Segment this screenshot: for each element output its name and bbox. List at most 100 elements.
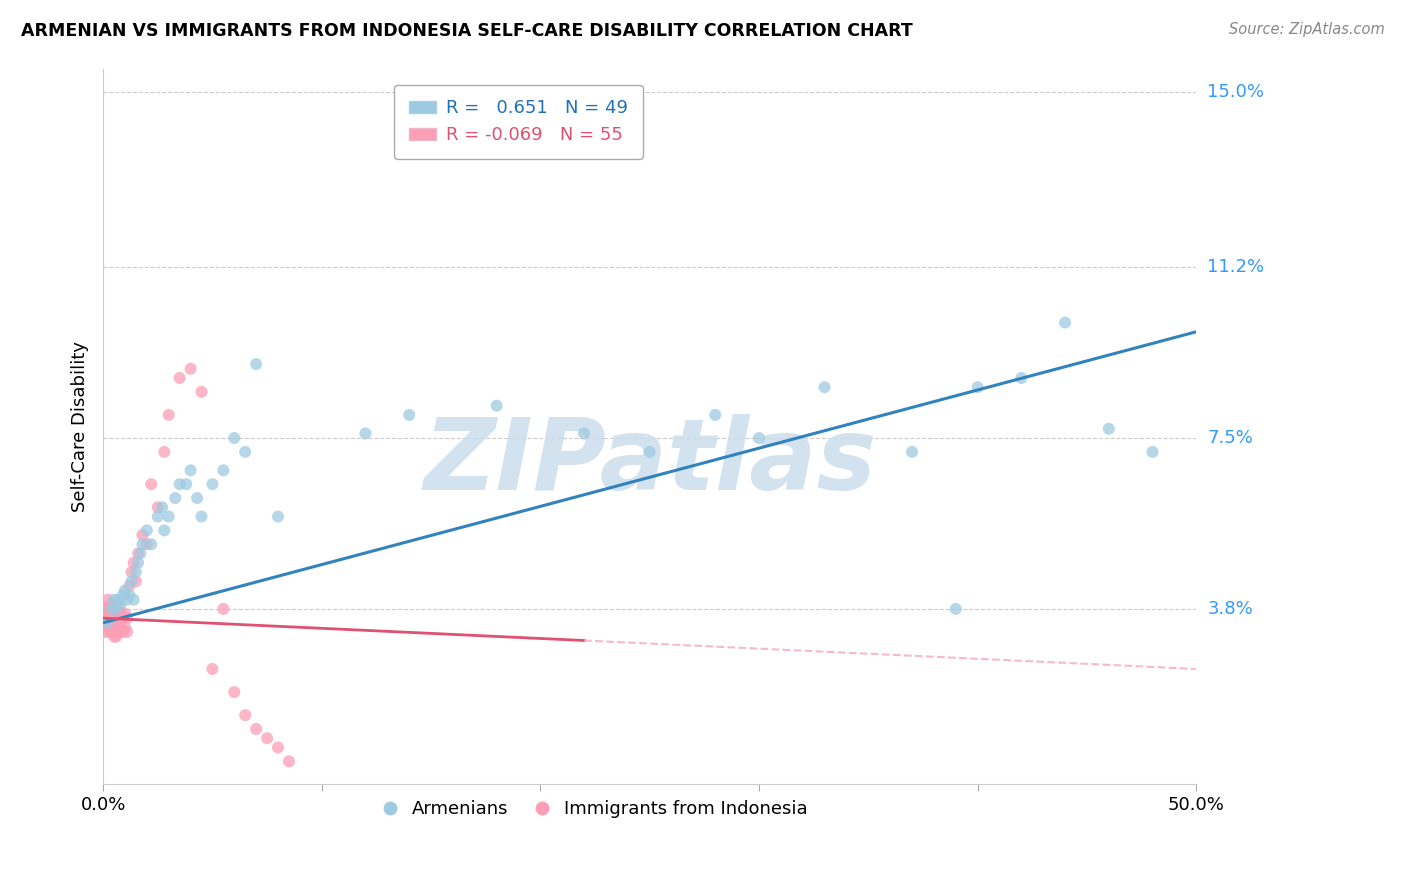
Point xyxy=(107,592,129,607)
Point xyxy=(98,625,121,640)
Point xyxy=(103,611,125,625)
Point xyxy=(115,592,138,607)
Point xyxy=(165,491,187,505)
Point xyxy=(1054,316,1077,330)
Point xyxy=(233,445,256,459)
Point xyxy=(169,477,191,491)
Point xyxy=(101,607,124,621)
Point xyxy=(813,380,835,394)
Point xyxy=(96,620,118,634)
Point xyxy=(115,625,138,640)
Point xyxy=(180,463,202,477)
Point xyxy=(1142,445,1164,459)
Point xyxy=(1098,422,1121,436)
Point xyxy=(101,615,124,630)
Point xyxy=(103,630,125,644)
Point xyxy=(110,620,132,634)
Point xyxy=(945,602,967,616)
Point xyxy=(186,491,208,505)
Point xyxy=(224,431,246,445)
Point xyxy=(201,477,224,491)
Point xyxy=(122,556,145,570)
Point xyxy=(118,588,141,602)
Point xyxy=(157,509,180,524)
Point xyxy=(267,509,290,524)
Point xyxy=(233,708,256,723)
Point xyxy=(131,537,153,551)
Point xyxy=(105,620,128,634)
Point xyxy=(110,607,132,621)
Point xyxy=(107,625,129,640)
Point xyxy=(129,547,152,561)
Point xyxy=(121,574,143,589)
Point xyxy=(125,574,148,589)
Point xyxy=(135,524,157,538)
Point xyxy=(638,445,661,459)
Point xyxy=(103,620,125,634)
Point xyxy=(98,615,121,630)
Point xyxy=(107,615,129,630)
Point xyxy=(96,615,118,630)
Point xyxy=(127,556,149,570)
Point xyxy=(153,524,176,538)
Point xyxy=(267,740,290,755)
Point xyxy=(146,509,169,524)
Point xyxy=(278,755,301,769)
Text: 11.2%: 11.2% xyxy=(1208,258,1264,277)
Point xyxy=(354,426,377,441)
Point xyxy=(146,500,169,515)
Point xyxy=(94,602,117,616)
Point xyxy=(135,537,157,551)
Point xyxy=(111,611,134,625)
Y-axis label: Self-Care Disability: Self-Care Disability xyxy=(72,341,89,512)
Point xyxy=(105,597,128,611)
Point xyxy=(704,408,727,422)
Point xyxy=(485,399,508,413)
Point xyxy=(114,583,136,598)
Point xyxy=(212,463,235,477)
Text: Source: ZipAtlas.com: Source: ZipAtlas.com xyxy=(1229,22,1385,37)
Text: ZIPatlas: ZIPatlas xyxy=(423,414,876,511)
Point xyxy=(94,611,117,625)
Point xyxy=(141,537,163,551)
Point xyxy=(111,625,134,640)
Point xyxy=(103,602,125,616)
Point xyxy=(101,602,124,616)
Point xyxy=(96,611,118,625)
Point xyxy=(174,477,197,491)
Point xyxy=(1010,371,1032,385)
Point xyxy=(94,625,117,640)
Text: 7.5%: 7.5% xyxy=(1208,429,1253,447)
Point xyxy=(96,602,118,616)
Legend: Armenians, Immigrants from Indonesia: Armenians, Immigrants from Indonesia xyxy=(375,793,814,825)
Point xyxy=(107,602,129,616)
Point xyxy=(131,528,153,542)
Point xyxy=(105,611,128,625)
Point xyxy=(398,408,420,422)
Point xyxy=(114,620,136,634)
Point xyxy=(201,662,224,676)
Point xyxy=(245,357,267,371)
Point xyxy=(150,500,173,515)
Point xyxy=(98,597,121,611)
Point xyxy=(121,565,143,579)
Point xyxy=(212,602,235,616)
Point xyxy=(966,380,988,394)
Point xyxy=(169,371,191,385)
Point xyxy=(125,565,148,579)
Point xyxy=(96,592,118,607)
Point xyxy=(748,431,770,445)
Point xyxy=(901,445,924,459)
Point xyxy=(224,685,246,699)
Point xyxy=(101,625,124,640)
Point xyxy=(256,731,278,746)
Text: 3.8%: 3.8% xyxy=(1208,600,1253,618)
Point xyxy=(110,597,132,611)
Point xyxy=(157,408,180,422)
Point xyxy=(153,445,176,459)
Point xyxy=(122,592,145,607)
Point xyxy=(180,361,202,376)
Text: 15.0%: 15.0% xyxy=(1208,83,1264,101)
Point xyxy=(572,426,595,441)
Point xyxy=(114,607,136,621)
